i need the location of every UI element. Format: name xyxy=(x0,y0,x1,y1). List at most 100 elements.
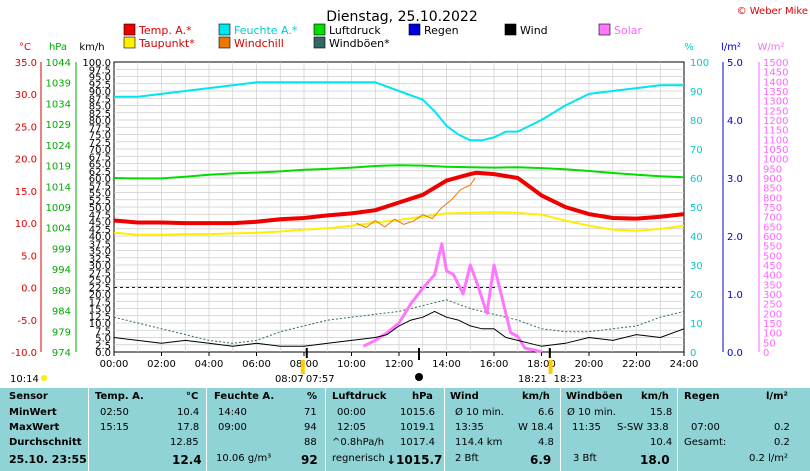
hdr-hum: Feuchte A. xyxy=(214,391,275,402)
humidity-tick-label: 70 xyxy=(690,145,703,156)
min-hum-time: 14:40 xyxy=(218,407,247,418)
max-wind-time: 13:35 xyxy=(455,422,484,433)
legend-label: Windböen* xyxy=(329,37,390,50)
wind-tick-label: 72.5 xyxy=(89,138,111,149)
wind-tick-label: 2.5 xyxy=(95,341,111,352)
current-gust-val: 18.0 xyxy=(640,453,670,467)
current-wind-bft: 2 Bft xyxy=(455,453,479,464)
max-temp-time: 15:15 xyxy=(100,422,129,433)
max-rain-time: 07:00 xyxy=(691,422,720,433)
max-label: MaxWert xyxy=(9,422,60,433)
pressure-tick-label: 974 xyxy=(52,348,71,359)
wind-tick-label: 82.5 xyxy=(89,109,111,120)
rain-tick-label: 4.0 xyxy=(727,116,743,127)
legend-label: Taupunkt* xyxy=(138,37,195,50)
max-press-val: 1019.1 xyxy=(400,422,435,433)
axis-ticks: 35.0 30.0 25.0 20.0 15.0 10.0 5.0 0.0 -5.0 -10.0 1… xyxy=(11,58,788,370)
avg-wind-val: 4.8 xyxy=(538,437,554,448)
solar-tick-label: 400 xyxy=(763,271,782,282)
hdr-temp: Temp. A. xyxy=(95,391,144,402)
sun-icon xyxy=(41,375,47,381)
humidity-tick-label: 50 xyxy=(690,203,703,214)
solar-tick-label: 1050 xyxy=(763,145,788,156)
wind-tick-label: 37.5 xyxy=(89,239,111,250)
wind-tick-label: 97.5 xyxy=(89,65,111,76)
wind-tick-label: 65.0 xyxy=(89,160,111,171)
rain-tick-label: 5.0 xyxy=(727,58,743,69)
temp-tick-label: 15.0 xyxy=(15,187,37,198)
temp-tick-label: 35.0 xyxy=(15,58,37,69)
twilight-evening-time: 18:23 xyxy=(554,374,583,385)
left-time: 10:14 xyxy=(10,374,39,385)
min-hum-val: 71 xyxy=(304,407,317,418)
temp-tick-label: 30.0 xyxy=(15,90,37,101)
min-press-time: 00:00 xyxy=(337,407,366,418)
hdr-gust-unit: km/h xyxy=(641,391,669,402)
avg-hum-val: 88 xyxy=(304,437,317,448)
unit-temp: °C xyxy=(19,42,31,53)
temp-tick-label: 20.0 xyxy=(15,155,37,166)
unit-pressure: hPa xyxy=(49,42,67,53)
solar-tick-label: 500 xyxy=(763,251,782,262)
series-humidity-line xyxy=(114,81,684,142)
series-pressure-line xyxy=(113,164,685,180)
series-dewpoint-line xyxy=(113,211,685,236)
table-divider xyxy=(206,388,207,471)
max-wind-val: W 18.4 xyxy=(518,422,554,433)
wind-tick-label: 22.5 xyxy=(89,283,111,294)
min-gust-label: Ø 10 min. xyxy=(567,407,616,418)
series-gust-line xyxy=(113,299,685,344)
solar-tick-label: 800 xyxy=(763,193,782,204)
table-divider xyxy=(560,388,561,471)
current-label: 25.10. 23:55 xyxy=(9,453,87,466)
min-temp-val: 10.4 xyxy=(177,407,200,418)
solar-tick-label: 600 xyxy=(763,232,782,243)
max-gust-val: S-SW 33.8 xyxy=(617,422,669,433)
x-tick-label: 06:00 xyxy=(242,359,271,370)
pressure-tick-label: 1029 xyxy=(46,120,71,131)
pressure-tick-label: 1009 xyxy=(46,203,71,214)
hdr-gust: Windböen xyxy=(566,391,623,402)
legend-swatch xyxy=(408,23,421,36)
solar-tick-label: 750 xyxy=(763,203,782,214)
avg-label: Durchschnitt xyxy=(9,437,82,448)
min-temp-time: 02:50 xyxy=(100,407,129,418)
wind-tick-label: 32.5 xyxy=(89,254,111,265)
max-hum-time: 09:00 xyxy=(218,422,247,433)
humidity-tick-label: 20 xyxy=(690,290,703,301)
wind-tick-label: 57.5 xyxy=(89,181,111,192)
wind-tick-label: 0.0 xyxy=(95,348,111,359)
avg-rain-val: 0.2 xyxy=(774,437,790,448)
solar-tick-label: 700 xyxy=(763,213,782,224)
humidity-tick-label: 0 xyxy=(690,348,696,359)
series-wind-line xyxy=(113,310,685,347)
rain-tick-label: 2.0 xyxy=(727,232,743,243)
legend-swatch xyxy=(123,23,136,36)
max-hum-val: 94 xyxy=(304,422,317,433)
solar-tick-label: 300 xyxy=(763,290,782,301)
wind-tick-label: 5.0 xyxy=(95,334,111,345)
unit-solar: W/m² xyxy=(757,42,784,53)
wind-tick-label: 62.5 xyxy=(89,167,111,178)
wind-tick-label: 30.0 xyxy=(89,261,111,272)
wind-tick-label: 40.0 xyxy=(89,232,111,243)
rain-tick-label: 1.0 xyxy=(727,290,743,301)
legend-swatch xyxy=(218,23,231,36)
legend-swatch xyxy=(598,23,611,36)
solar-tick-label: 850 xyxy=(763,184,782,195)
humidity-tick-label: 30 xyxy=(690,261,703,272)
current-press-val: ↓1015.7 xyxy=(386,453,443,467)
wind-tick-label: 87.5 xyxy=(89,94,111,105)
pressure-tick-label: 1044 xyxy=(46,58,71,69)
x-tick-label: 10:00 xyxy=(337,359,366,370)
wind-tick-label: 92.5 xyxy=(89,80,111,91)
solar-tick-label: 1100 xyxy=(763,135,788,146)
twilight-morning-time: 07:57 xyxy=(306,374,335,385)
pressure-tick-label: 989 xyxy=(52,286,71,297)
humidity-tick-label: 60 xyxy=(690,174,703,185)
avg-rain-label: Gesamt: xyxy=(684,437,727,448)
grid-lines xyxy=(113,61,685,353)
solar-tick-label: 1300 xyxy=(763,97,788,108)
hdr-temp-unit: °C xyxy=(186,391,199,402)
wind-tick-label: 60.0 xyxy=(89,174,111,185)
